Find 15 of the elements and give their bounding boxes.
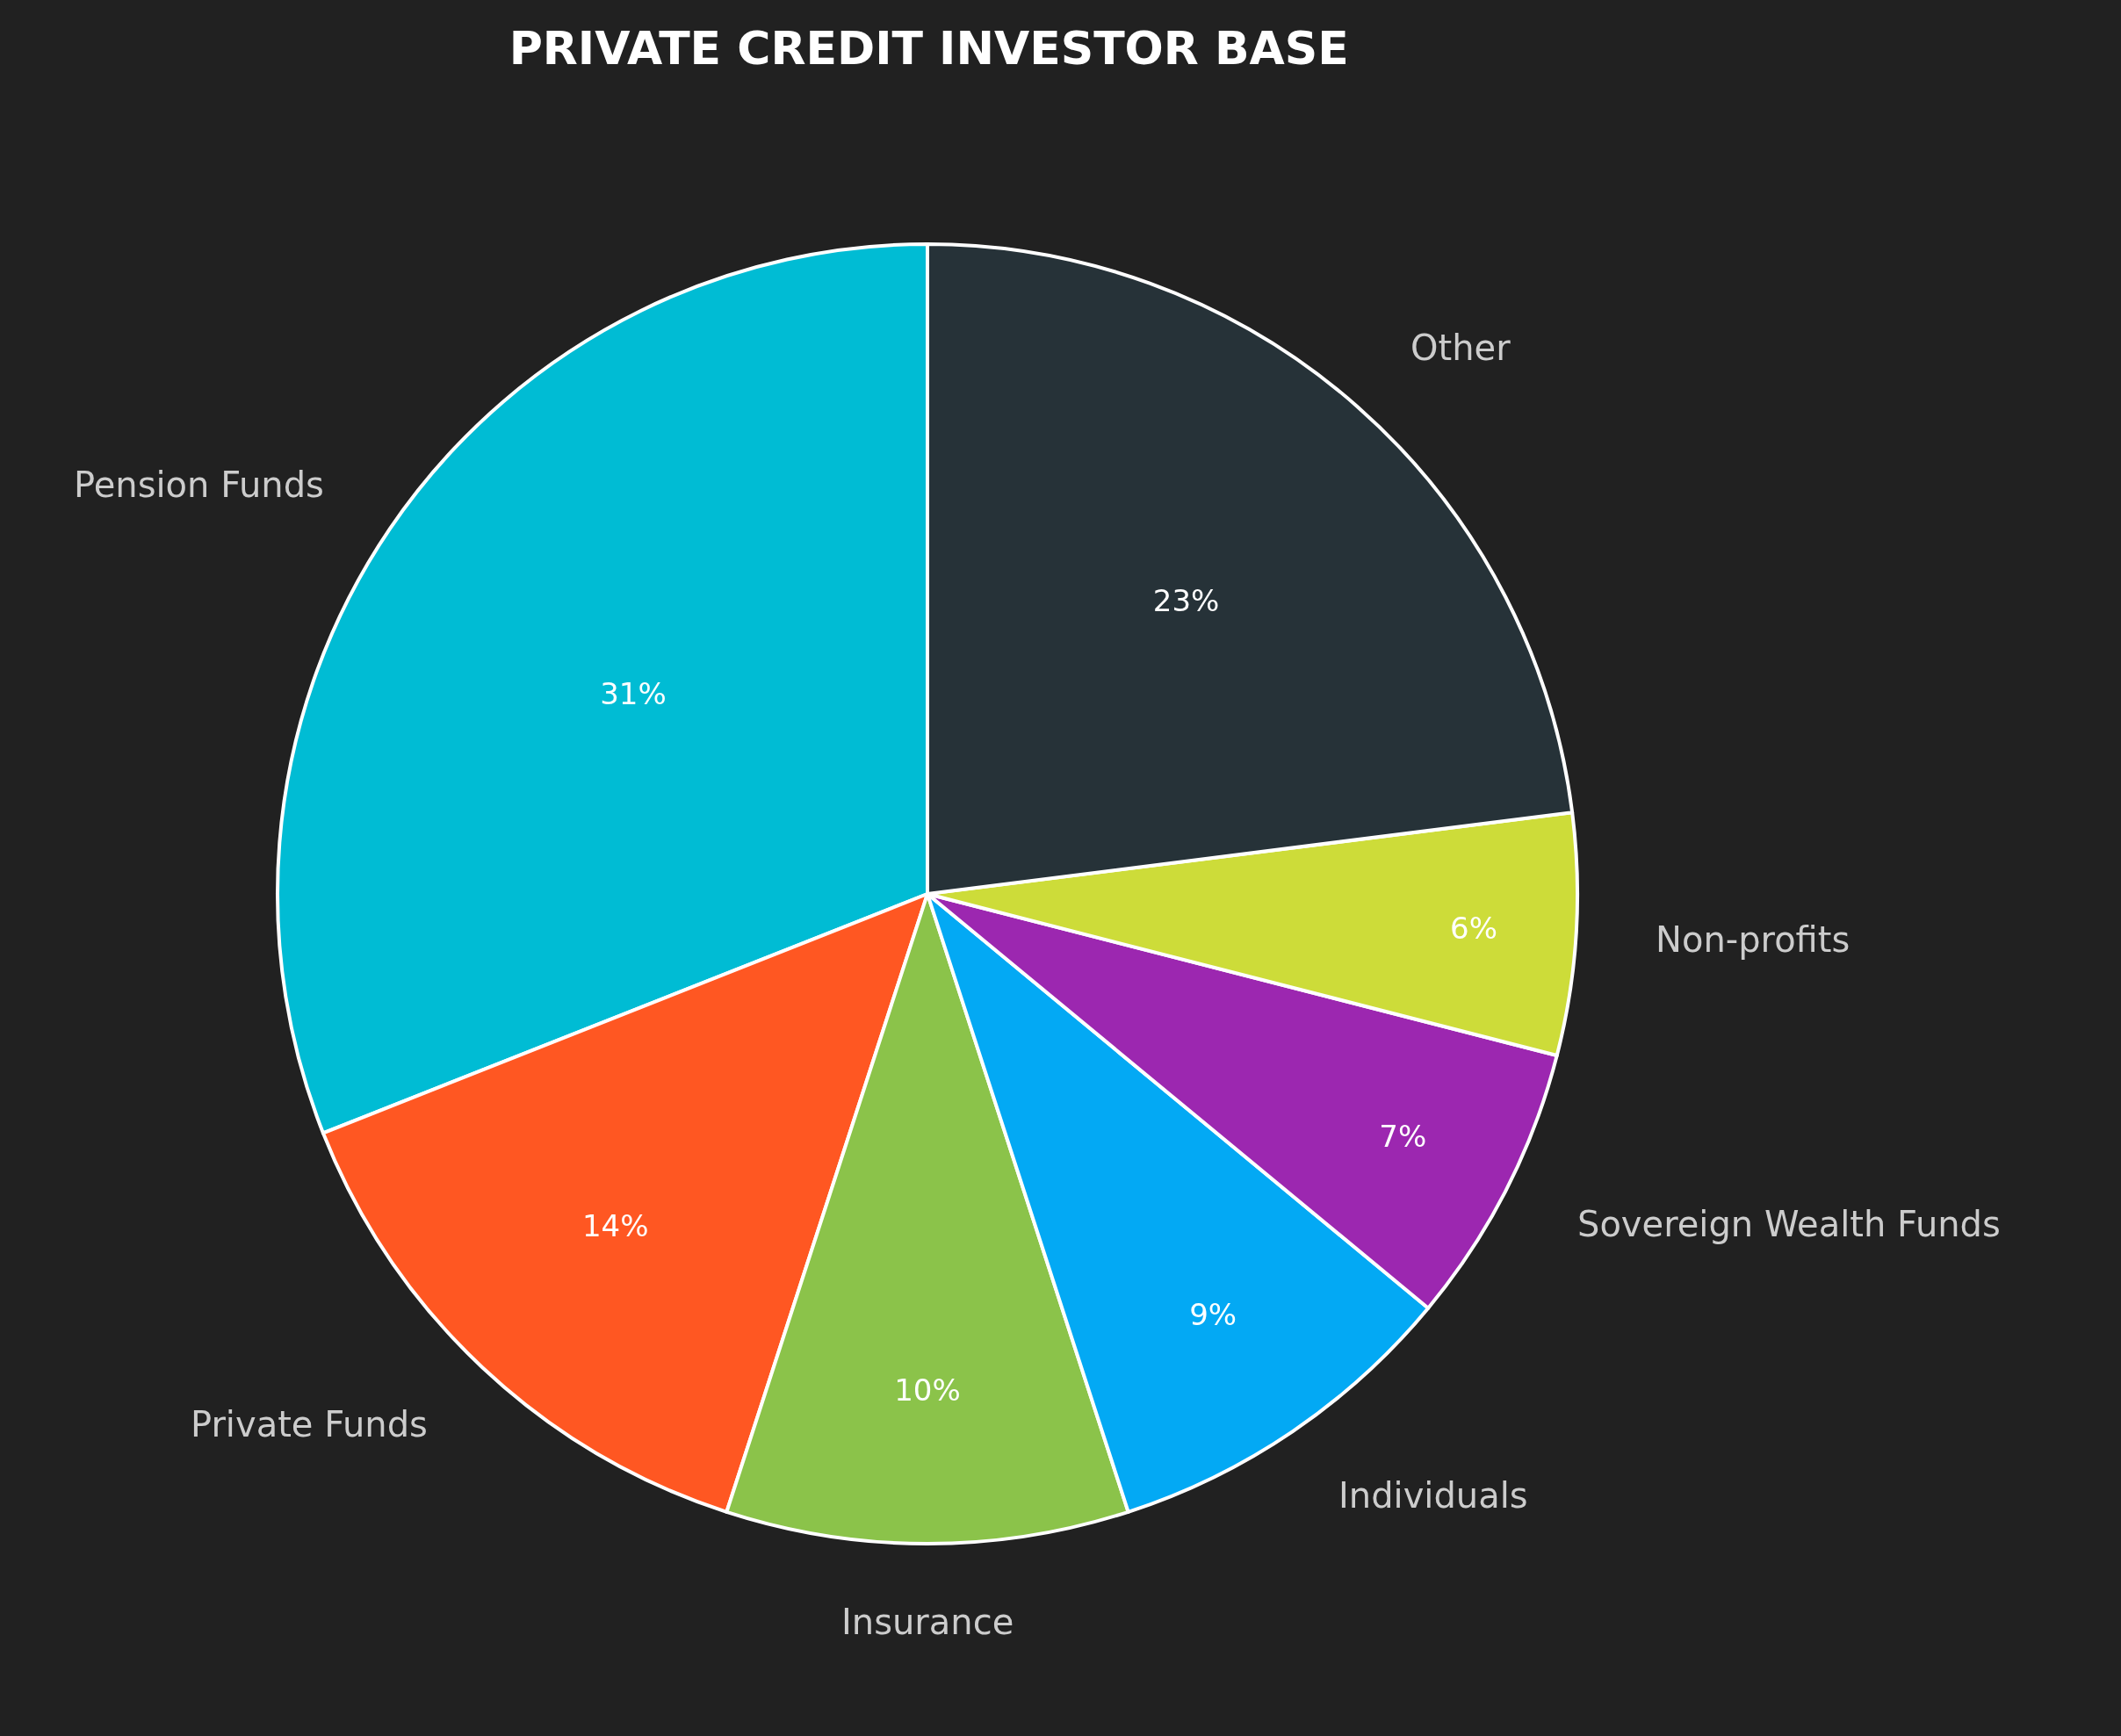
slice-label: Private Funds xyxy=(191,1404,428,1444)
slice-label: Other xyxy=(1410,328,1511,368)
slice-label: Insurance xyxy=(841,1602,1014,1642)
chart-title: PRIVATE CREDIT INVESTOR BASE xyxy=(509,22,1349,76)
data-label: 14% xyxy=(581,1208,649,1244)
slice-label: Non-profits xyxy=(1656,919,1850,960)
data-label: 9% xyxy=(1189,1296,1237,1332)
slice-label: Individuals xyxy=(1338,1475,1528,1516)
data-label: 10% xyxy=(894,1372,961,1408)
slice-label: Sovereign Wealth Funds xyxy=(1577,1204,2001,1244)
slice-label: Pension Funds xyxy=(74,465,324,505)
data-label: 7% xyxy=(1379,1118,1427,1154)
data-label: 6% xyxy=(1450,911,1497,947)
data-label: 23% xyxy=(1152,582,1220,618)
data-label: 31% xyxy=(600,676,667,712)
